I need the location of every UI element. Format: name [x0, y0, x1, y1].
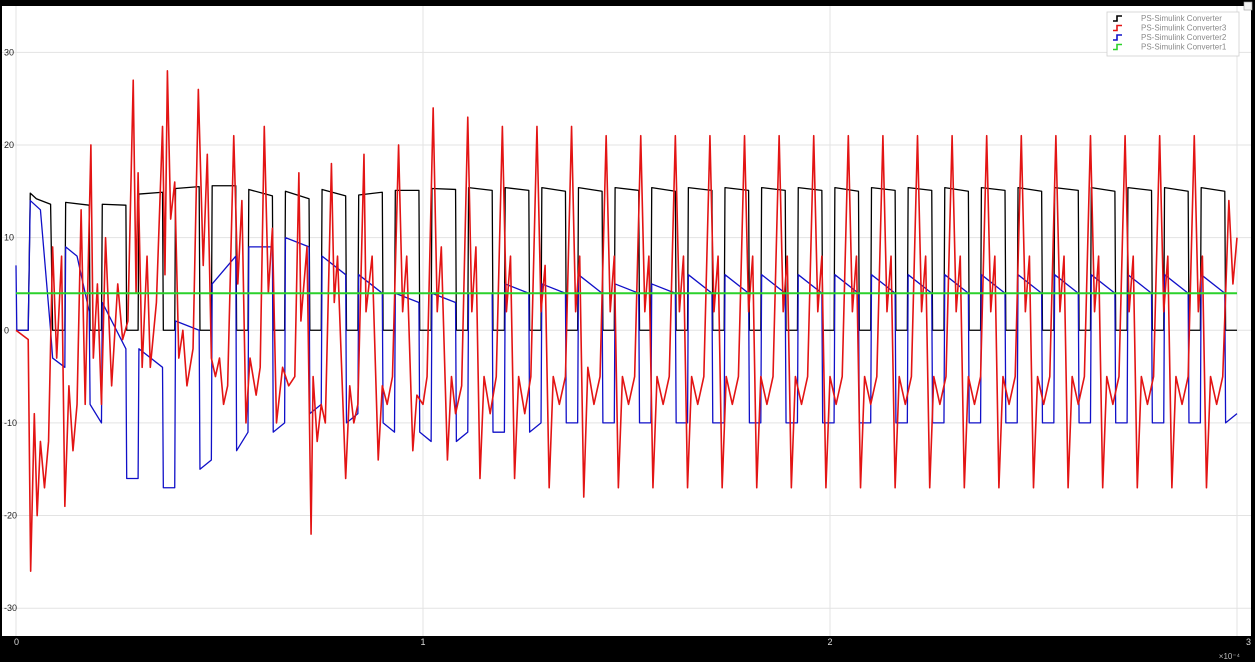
y-tick-label-5: -20	[4, 511, 17, 521]
y-tick-label-3: 0	[4, 325, 9, 335]
legend-swatch-3	[1113, 43, 1122, 51]
legend-label-2: PS-Simulink Converter2	[1141, 33, 1227, 42]
series-line-2	[15, 199, 1238, 489]
plot-area	[2, 6, 1251, 636]
x-tick-label-1: 1	[420, 637, 425, 647]
legend-label-1: PS-Simulink Converter3	[1141, 24, 1227, 33]
legend-item-1[interactable]: PS-Simulink Converter3	[1113, 24, 1227, 33]
expand-icon[interactable]	[1243, 1, 1253, 11]
y-tick-label-0: 30	[4, 47, 14, 57]
legend-label-3: PS-Simulink Converter1	[1141, 43, 1227, 52]
x-exponent-label: ×10⁻⁴	[1219, 652, 1241, 661]
y-tick-label-4: -10	[4, 418, 17, 428]
x-tick-label-0: 0	[14, 637, 19, 647]
legend-swatch-0	[1113, 15, 1122, 22]
x-tick-label-3: 3	[1246, 637, 1251, 647]
x-tick-label-2: 2	[827, 637, 832, 647]
legend-swatch-1	[1113, 24, 1122, 32]
legend-box	[1106, 11, 1240, 57]
legend-item-3[interactable]: PS-Simulink Converter1	[1113, 43, 1227, 52]
tick-labels: 30 20 10 0 -10 -20 -30 0 1 2 3 ×10⁻⁴	[4, 47, 1251, 661]
y-tick-label-2: 10	[4, 233, 14, 243]
legend-swatch-2	[1113, 34, 1122, 41]
y-tick-label-1: 20	[4, 140, 14, 150]
series-line-0	[16, 185, 1237, 331]
legend-label-0: PS-Simulink Converter	[1141, 14, 1222, 23]
legend-item-2[interactable]: PS-Simulink Converter2	[1113, 33, 1227, 42]
legend-item-0[interactable]: PS-Simulink Converter	[1113, 14, 1222, 23]
y-tick-label-6: -30	[4, 603, 17, 613]
series-layer	[15, 70, 1238, 572]
